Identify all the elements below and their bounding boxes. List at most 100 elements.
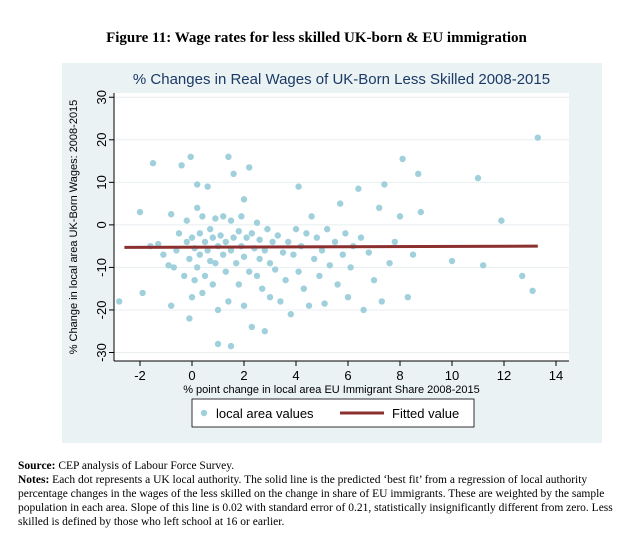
data-point: [227, 217, 235, 224]
data-point: [277, 298, 284, 305]
scatter-chart: % Changes in Real Wages of UK-Born Less …: [68, 71, 569, 428]
source-line: Source: CEP analysis of Labour Force Sur…: [18, 459, 618, 473]
data-point: [316, 272, 323, 280]
data-point: [287, 311, 294, 318]
x-tick-label: -2: [134, 368, 146, 383]
x-tick-label: 2: [240, 368, 247, 383]
data-point: [188, 234, 196, 241]
data-point: [243, 234, 250, 241]
data-point: [290, 251, 297, 258]
fitted-line: [124, 244, 538, 249]
legend-marker-points: [200, 409, 208, 417]
data-point: [248, 323, 255, 331]
figure-notes: Source: CEP analysis of Labour Force Sur…: [18, 459, 618, 529]
data-point: [256, 236, 263, 243]
data-point: [357, 234, 365, 241]
data-point: [305, 302, 313, 309]
data-point: [196, 230, 203, 237]
data-point: [227, 247, 235, 254]
plot-area: [114, 93, 569, 361]
x-tick-label: 14: [549, 368, 563, 383]
data-point: [217, 232, 224, 239]
data-point: [240, 302, 248, 309]
data-point: [261, 247, 268, 254]
data-point: [248, 230, 255, 237]
data-point: [324, 225, 331, 233]
data-point: [220, 251, 227, 258]
data-point: [355, 185, 362, 192]
data-point: [269, 238, 276, 246]
data-point: [116, 298, 123, 305]
data-point: [339, 251, 346, 258]
y-tick-label: 20: [94, 133, 109, 147]
data-point: [230, 234, 237, 241]
data-point: [337, 200, 344, 207]
x-tick-label: 4: [292, 368, 299, 383]
data-point: [194, 181, 201, 188]
data-point: [266, 293, 274, 301]
data-point: [370, 276, 378, 284]
data-point: [173, 247, 180, 254]
data-point: [222, 238, 229, 246]
data-point: [139, 289, 146, 297]
data-point: [191, 276, 198, 284]
data-point: [321, 300, 328, 307]
data-point: [155, 240, 162, 248]
data-point: [378, 298, 385, 305]
data-point: [272, 266, 279, 273]
data-point: [292, 225, 300, 233]
data-point: [194, 204, 201, 212]
data-point: [168, 302, 175, 309]
y-axis-label: % Change in local area UK-Born Wages: 20…: [68, 100, 80, 355]
data-point: [474, 174, 482, 182]
data-point: [187, 153, 194, 161]
data-point: [199, 289, 206, 297]
data-point: [168, 211, 175, 218]
data-point: [253, 219, 261, 226]
notes-label: Notes:: [18, 474, 50, 486]
data-point: [331, 238, 339, 246]
legend-label-points: local area values: [216, 406, 314, 421]
x-tick-label: 6: [344, 368, 351, 383]
data-point: [334, 281, 341, 288]
data-point: [311, 255, 318, 263]
data-point: [220, 213, 227, 220]
notes-text: Each dot represents a UK local authority…: [18, 474, 613, 528]
data-point: [404, 293, 411, 301]
data-point: [313, 234, 320, 241]
data-point: [360, 306, 367, 314]
figure-title: Figure 11: Wage rates for less skilled U…: [106, 30, 527, 46]
data-point: [529, 287, 536, 295]
data-point: [165, 262, 172, 269]
data-point: [261, 328, 268, 335]
data-point: [136, 208, 144, 216]
data-point: [417, 208, 424, 216]
data-point: [207, 257, 214, 265]
data-point: [259, 285, 266, 292]
data-point: [396, 213, 404, 220]
y-tick-label: 10: [94, 175, 109, 189]
data-point: [183, 238, 190, 246]
data-point: [240, 253, 248, 260]
data-point: [201, 238, 209, 246]
source-text: CEP analysis of Labour Force Survey.: [58, 460, 235, 472]
data-point: [196, 251, 203, 258]
data-point: [534, 134, 541, 141]
data-point: [448, 257, 456, 265]
data-point: [230, 170, 237, 178]
chart-title: % Changes in Real Wages of UK-Born Less …: [133, 71, 550, 88]
data-point: [207, 225, 214, 233]
data-point: [386, 259, 393, 267]
data-point: [212, 215, 219, 222]
data-point: [233, 259, 240, 267]
data-point: [279, 249, 287, 256]
data-point: [303, 230, 310, 237]
data-point: [381, 181, 388, 188]
legend-label-fit: Fitted value: [392, 406, 459, 421]
data-point: [201, 272, 209, 280]
data-point: [326, 262, 333, 269]
data-point: [240, 196, 248, 203]
y-tick-label: 30: [94, 90, 109, 104]
data-point: [209, 234, 216, 241]
y-tick-label: -10: [94, 258, 109, 277]
